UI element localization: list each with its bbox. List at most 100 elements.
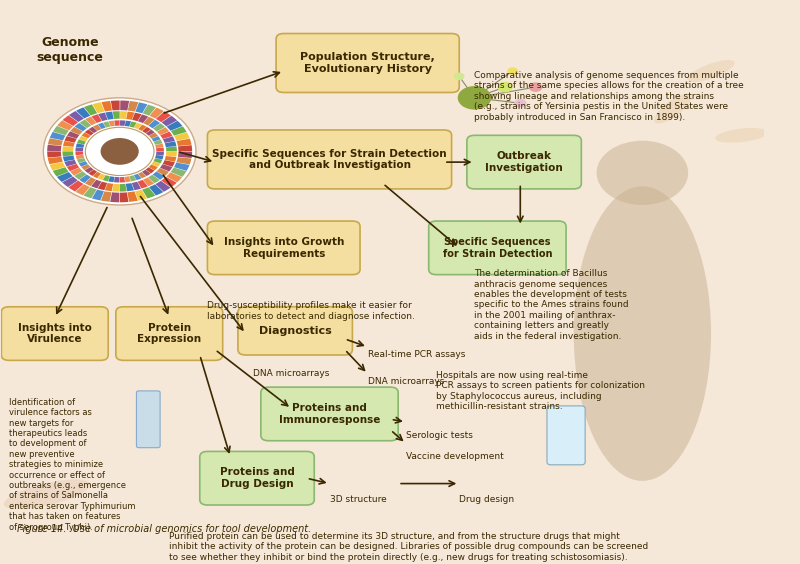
Wedge shape — [165, 156, 176, 162]
Wedge shape — [98, 123, 106, 129]
Wedge shape — [138, 180, 148, 188]
Wedge shape — [154, 140, 162, 145]
Wedge shape — [48, 157, 62, 164]
Wedge shape — [88, 170, 97, 176]
Wedge shape — [69, 111, 84, 122]
Wedge shape — [75, 184, 90, 195]
Wedge shape — [84, 104, 97, 116]
Wedge shape — [174, 162, 190, 171]
Text: Real-time PCR assays: Real-time PCR assays — [368, 350, 465, 359]
Wedge shape — [149, 184, 163, 196]
Wedge shape — [155, 155, 163, 160]
Ellipse shape — [687, 60, 734, 82]
Wedge shape — [63, 156, 74, 161]
Text: Hospitals are now using real-time
PCR assays to screen patients for colonization: Hospitals are now using real-time PCR as… — [436, 371, 646, 411]
Wedge shape — [93, 125, 102, 131]
Wedge shape — [162, 160, 175, 167]
Wedge shape — [62, 177, 78, 187]
Wedge shape — [154, 158, 162, 164]
Wedge shape — [149, 165, 158, 170]
Text: Comparative analysis of genome sequences from multiple
strains of the same speci: Comparative analysis of genome sequences… — [474, 71, 744, 122]
Wedge shape — [120, 192, 129, 202]
Wedge shape — [75, 151, 83, 155]
Wedge shape — [114, 120, 120, 126]
Wedge shape — [134, 123, 142, 129]
Wedge shape — [91, 180, 102, 188]
Circle shape — [514, 99, 526, 108]
Wedge shape — [64, 160, 77, 166]
Ellipse shape — [715, 128, 768, 143]
Wedge shape — [120, 184, 126, 192]
Wedge shape — [86, 117, 96, 125]
Wedge shape — [120, 100, 129, 111]
Wedge shape — [57, 172, 73, 182]
Text: DNA microarrays: DNA microarrays — [254, 369, 330, 378]
Wedge shape — [160, 164, 172, 171]
Wedge shape — [132, 113, 142, 121]
Wedge shape — [143, 178, 154, 186]
Wedge shape — [98, 113, 108, 121]
Wedge shape — [142, 170, 150, 176]
Wedge shape — [163, 136, 175, 143]
Text: Genome
sequence: Genome sequence — [37, 36, 103, 64]
FancyBboxPatch shape — [276, 33, 459, 92]
Wedge shape — [53, 167, 69, 177]
Wedge shape — [174, 133, 190, 141]
Text: DNA microarrays: DNA microarrays — [368, 377, 444, 386]
Text: Proteins and
Drug Design: Proteins and Drug Design — [219, 468, 294, 489]
Wedge shape — [50, 162, 65, 170]
Text: Specific Sequences
for Strain Detection: Specific Sequences for Strain Detection — [442, 237, 552, 259]
Wedge shape — [76, 155, 84, 159]
Wedge shape — [171, 126, 186, 135]
FancyBboxPatch shape — [467, 135, 582, 189]
Wedge shape — [83, 187, 97, 199]
Wedge shape — [120, 120, 126, 126]
Wedge shape — [63, 141, 74, 147]
Wedge shape — [47, 145, 62, 151]
FancyBboxPatch shape — [207, 221, 360, 275]
Wedge shape — [146, 168, 154, 173]
Wedge shape — [108, 176, 114, 182]
Wedge shape — [47, 151, 62, 157]
Wedge shape — [178, 145, 192, 151]
Text: Vaccine development: Vaccine development — [406, 452, 503, 461]
Ellipse shape — [574, 186, 711, 481]
Wedge shape — [112, 184, 119, 192]
Wedge shape — [162, 116, 177, 126]
FancyBboxPatch shape — [261, 387, 398, 440]
Wedge shape — [92, 190, 104, 200]
Wedge shape — [153, 124, 165, 131]
Wedge shape — [135, 190, 147, 201]
Text: Drug design: Drug design — [459, 495, 514, 504]
Wedge shape — [160, 131, 173, 139]
Wedge shape — [127, 191, 138, 202]
Wedge shape — [105, 183, 113, 191]
Wedge shape — [135, 102, 147, 113]
Wedge shape — [85, 177, 96, 186]
Text: Protein
Expression: Protein Expression — [138, 323, 202, 345]
Wedge shape — [79, 174, 91, 183]
Wedge shape — [177, 157, 191, 165]
Wedge shape — [111, 100, 120, 111]
FancyBboxPatch shape — [116, 307, 222, 360]
Wedge shape — [114, 177, 119, 183]
Circle shape — [507, 67, 518, 75]
Wedge shape — [138, 114, 148, 123]
Wedge shape — [79, 120, 91, 128]
Wedge shape — [149, 133, 158, 139]
Circle shape — [498, 82, 513, 92]
Wedge shape — [148, 175, 160, 183]
Wedge shape — [89, 127, 98, 133]
Wedge shape — [98, 182, 107, 190]
Text: Insights into
Virulence: Insights into Virulence — [18, 323, 92, 345]
Wedge shape — [177, 139, 191, 146]
FancyBboxPatch shape — [238, 307, 353, 355]
Wedge shape — [110, 192, 119, 202]
Wedge shape — [126, 112, 134, 120]
Wedge shape — [142, 127, 151, 133]
Wedge shape — [85, 129, 94, 135]
Text: Insights into Growth
Requirements: Insights into Growth Requirements — [223, 237, 344, 259]
Wedge shape — [150, 108, 164, 118]
Wedge shape — [156, 152, 164, 156]
Wedge shape — [75, 147, 83, 151]
